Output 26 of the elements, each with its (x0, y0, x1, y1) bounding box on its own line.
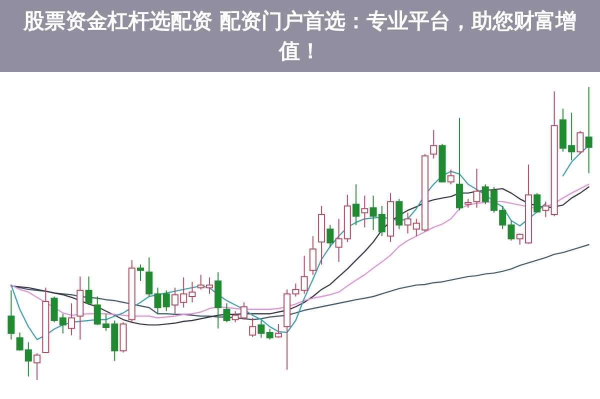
chart-title: 股票资金杠杆选配资 配资门户首选：专业平台，助您财富增值！ (0, 0, 600, 72)
candlestick (249, 317, 256, 338)
candlestick (162, 290, 170, 312)
candlestick (85, 276, 92, 306)
candlestick (576, 130, 584, 155)
candlestick (447, 169, 454, 185)
candlestick (266, 328, 274, 340)
candlestick (258, 320, 265, 338)
candlestick (326, 224, 334, 248)
candlestick (361, 195, 368, 228)
candlestick (137, 264, 144, 282)
candlestick (309, 236, 316, 276)
candlestick (300, 255, 308, 294)
candlestick (430, 130, 438, 159)
candlestick (223, 302, 230, 323)
candlestick (352, 184, 360, 226)
candlestick (473, 168, 480, 208)
candlestick (274, 324, 282, 338)
candlestick (585, 86, 592, 174)
candlestick (396, 198, 403, 230)
candlestick (68, 302, 76, 336)
candlestick (8, 290, 15, 340)
candlestick (542, 201, 550, 218)
candlestick (534, 192, 541, 214)
candlestick (34, 352, 41, 380)
candlestick (456, 118, 463, 211)
